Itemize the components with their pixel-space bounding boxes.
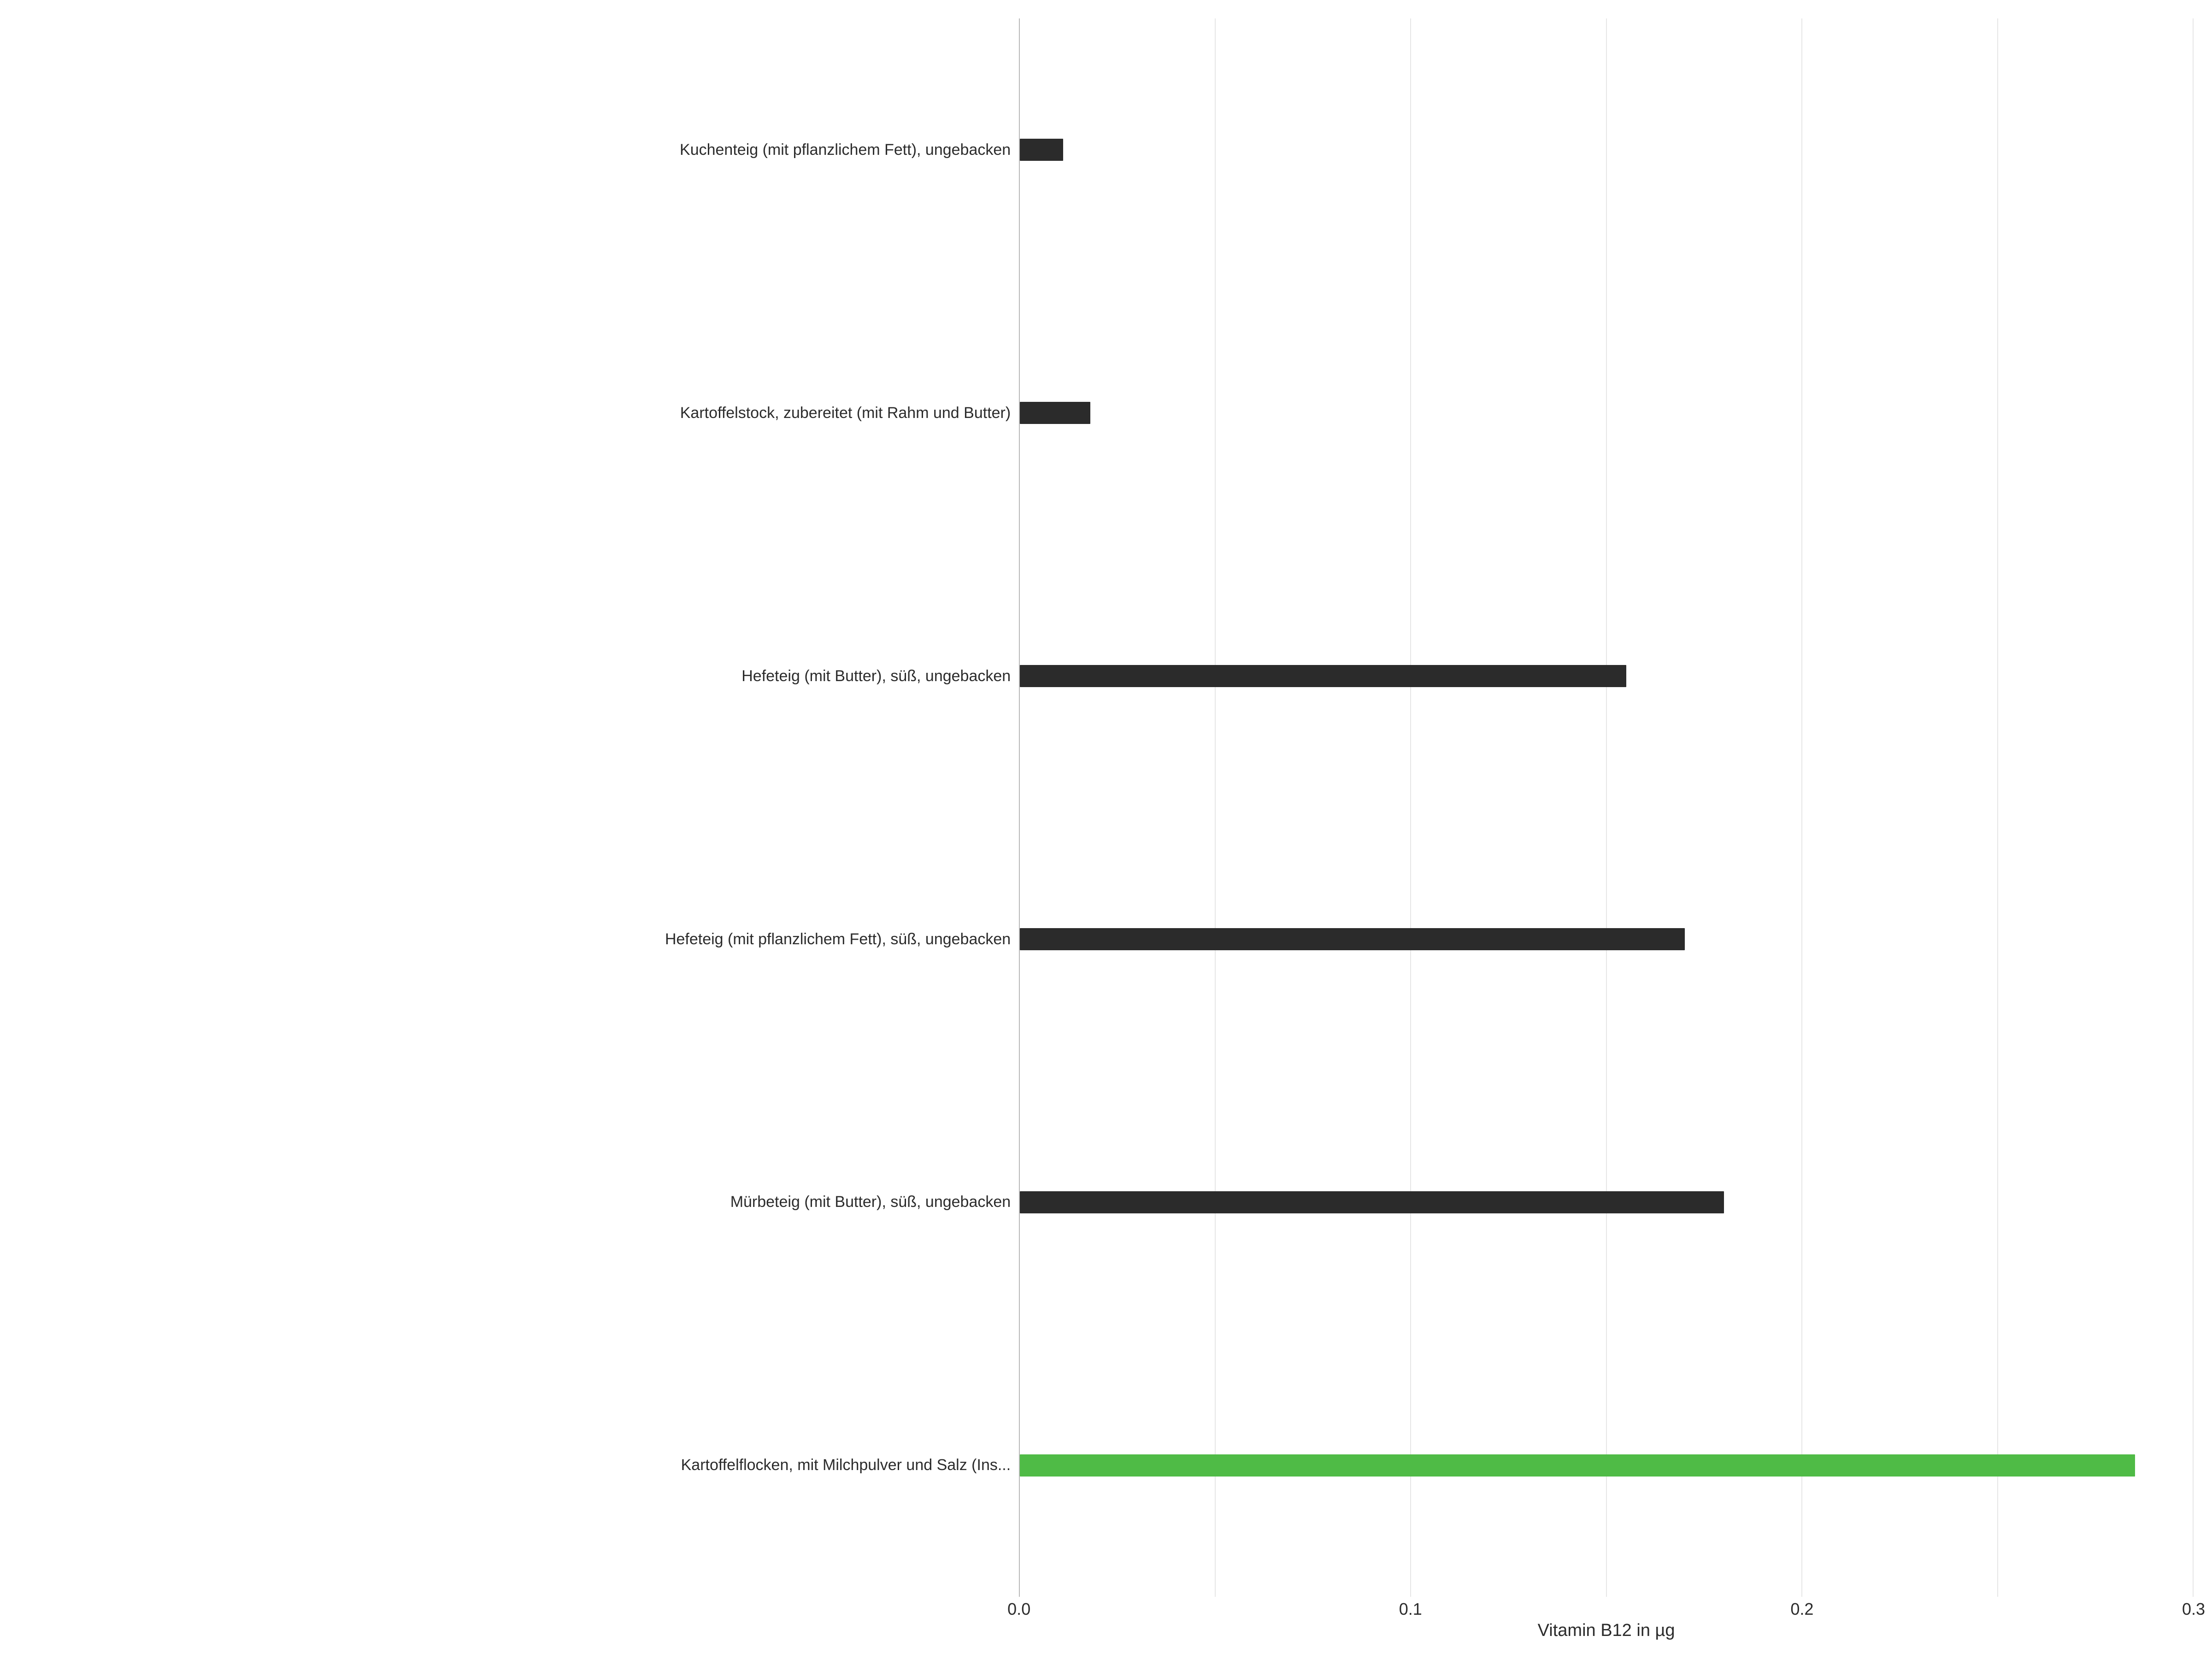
bar-row bbox=[1020, 139, 2194, 161]
x-axis-tick: 0.2 bbox=[1790, 1600, 1813, 1619]
chart-container: Kuchenteig (mit pflanzlichem Fett), unge… bbox=[18, 18, 2194, 1641]
x-axis-column: 0.00.10.20.3 Vitamin B12 in µg bbox=[1019, 1597, 2194, 1641]
y-axis-label: Kuchenteig (mit pflanzlichem Fett), unge… bbox=[18, 141, 1011, 159]
y-axis-label: Hefeteig (mit pflanzlichem Fett), süß, u… bbox=[18, 930, 1011, 949]
bar-row bbox=[1020, 402, 2194, 424]
bar bbox=[1020, 402, 1090, 424]
bar bbox=[1020, 139, 1063, 161]
x-axis-tick: 0.1 bbox=[1399, 1600, 1422, 1619]
bar-row bbox=[1020, 928, 2194, 950]
bar bbox=[1020, 1454, 2135, 1477]
chart-body: Kuchenteig (mit pflanzlichem Fett), unge… bbox=[18, 18, 2194, 1597]
x-axis-tick: 0.0 bbox=[1007, 1600, 1030, 1619]
x-axis-title: Vitamin B12 in µg bbox=[1019, 1621, 2194, 1641]
y-axis-labels: Kuchenteig (mit pflanzlichem Fett), unge… bbox=[18, 18, 1019, 1597]
y-axis-label: Kartoffelflocken, mit Milchpulver und Sa… bbox=[18, 1456, 1011, 1475]
x-axis-tick: 0.3 bbox=[2182, 1600, 2205, 1619]
y-axis-label: Mürbeteig (mit Butter), süß, ungebacken bbox=[18, 1193, 1011, 1212]
bar-row bbox=[1020, 1191, 2194, 1213]
y-axis-label: Hefeteig (mit Butter), süß, ungebacken bbox=[18, 667, 1011, 686]
bar bbox=[1020, 665, 1626, 687]
x-axis-row: 0.00.10.20.3 Vitamin B12 in µg bbox=[18, 1597, 2194, 1641]
plot-area bbox=[1019, 18, 2194, 1597]
y-axis-label: Kartoffelstock, zubereitet (mit Rahm und… bbox=[18, 404, 1011, 423]
x-axis-ticks: 0.00.10.20.3 bbox=[1019, 1597, 2194, 1620]
bar bbox=[1020, 1191, 1724, 1213]
bar bbox=[1020, 928, 1685, 950]
bar-row bbox=[1020, 1454, 2194, 1477]
bar-row bbox=[1020, 665, 2194, 687]
plot-column bbox=[1019, 18, 2194, 1597]
axis-spacer bbox=[18, 1597, 1019, 1641]
bars-container bbox=[1020, 18, 2194, 1597]
